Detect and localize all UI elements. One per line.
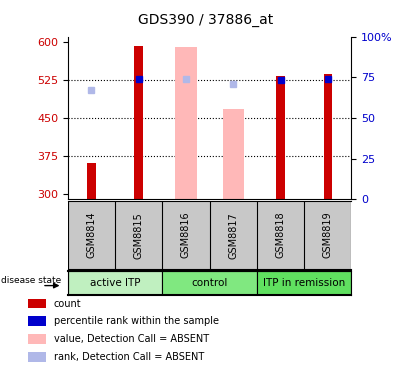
Text: active ITP: active ITP [90,278,140,288]
Bar [28,352,46,362]
Text: GSM8819: GSM8819 [323,212,333,258]
Bar [276,76,285,199]
Text: GSM8815: GSM8815 [134,212,144,258]
Bar [175,47,196,199]
Text: control: control [192,278,228,288]
Text: percentile rank within the sample: percentile rank within the sample [54,316,219,326]
Bar [28,334,46,344]
Text: count: count [54,299,81,309]
Text: GSM8814: GSM8814 [86,212,97,258]
Bar [162,271,257,295]
Bar [257,271,351,295]
Bar [28,299,46,309]
Text: GSM8816: GSM8816 [181,212,191,258]
Text: GDS390 / 37886_at: GDS390 / 37886_at [138,13,273,27]
Bar [323,74,332,199]
Bar [68,271,162,295]
Bar [134,46,143,199]
Text: GSM8818: GSM8818 [275,212,286,258]
Bar [223,109,244,199]
Bar [87,163,96,199]
Text: ITP in remission: ITP in remission [263,278,345,288]
Text: disease state: disease state [1,276,62,285]
Text: value, Detection Call = ABSENT: value, Detection Call = ABSENT [54,334,209,344]
Bar [28,317,46,326]
Text: rank, Detection Call = ABSENT: rank, Detection Call = ABSENT [54,352,204,362]
Text: GSM8817: GSM8817 [228,212,238,258]
